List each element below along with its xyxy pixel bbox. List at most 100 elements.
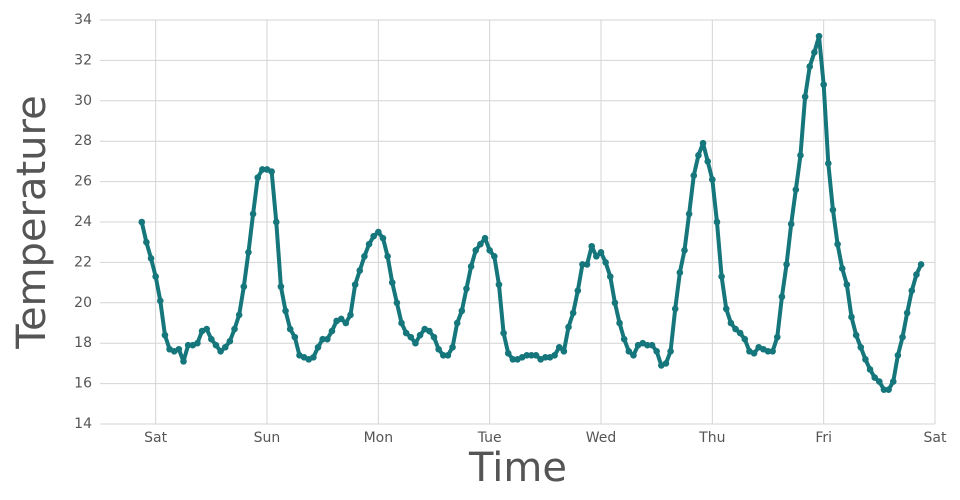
x-axis-title: Time [468, 445, 567, 491]
data-point [351, 281, 359, 288]
data-point [509, 356, 517, 363]
data-point [375, 228, 382, 236]
y-tick-label: 18 [74, 335, 92, 351]
data-point [453, 319, 461, 327]
x-tick-label: Thu [698, 430, 725, 446]
data-point [732, 325, 739, 333]
x-tick-label: Sat [924, 430, 947, 446]
data-point [491, 253, 498, 260]
data-point [667, 347, 674, 355]
data-point [574, 287, 582, 294]
data-point [838, 265, 846, 272]
data-point [676, 269, 684, 276]
data-point [504, 350, 512, 357]
data-point [736, 329, 744, 337]
data-point [741, 335, 749, 343]
data-point [616, 319, 623, 327]
data-point [852, 331, 860, 339]
data-point [690, 172, 698, 179]
data-point [903, 309, 911, 317]
data-point [787, 220, 795, 228]
data-point [750, 350, 758, 357]
data-point [495, 281, 503, 288]
data-line [139, 34, 923, 392]
y-tick-label: 30 [74, 93, 92, 109]
y-tick-label: 16 [74, 376, 92, 392]
data-point [467, 263, 475, 270]
data-point [439, 352, 447, 359]
data-point [194, 339, 201, 347]
data-point [426, 327, 433, 335]
data-point [337, 315, 345, 323]
data-point [175, 345, 183, 353]
data-point [184, 341, 192, 349]
data-point [319, 335, 326, 343]
data-point [611, 299, 619, 307]
data-point [221, 343, 229, 351]
x-tick-label: Tue [477, 430, 502, 446]
data-point [310, 354, 317, 361]
data-point [648, 341, 656, 349]
data-point [370, 232, 377, 240]
data-point [908, 287, 916, 294]
data-point [569, 309, 577, 317]
data-point [500, 329, 507, 337]
data-point [625, 347, 633, 355]
y-tick-label: 32 [74, 52, 92, 68]
data-point [388, 279, 396, 286]
data-point [588, 242, 596, 250]
data-point [913, 271, 920, 278]
data-point [365, 240, 373, 248]
data-point [843, 281, 851, 288]
data-point [671, 305, 679, 313]
x-tick-label: Wed [586, 430, 617, 446]
data-point [565, 323, 572, 331]
data-point [801, 93, 809, 101]
data-point [602, 259, 609, 266]
data-point [328, 327, 336, 335]
data-point [713, 218, 721, 226]
data-point [208, 335, 215, 343]
data-point [384, 253, 391, 260]
data-point [630, 352, 637, 359]
data-point [449, 343, 456, 351]
data-point [277, 283, 285, 290]
data-point [254, 174, 262, 181]
data-point [314, 343, 322, 351]
data-point [435, 345, 442, 353]
data-point [528, 352, 535, 359]
data-point [152, 273, 159, 280]
data-point [644, 341, 651, 349]
y-axis-title: Temperature [9, 95, 55, 349]
data-point [806, 63, 814, 70]
data-point [217, 347, 224, 355]
data-point [143, 238, 150, 246]
data-point [583, 261, 591, 268]
data-point [463, 285, 470, 292]
data-point [857, 343, 865, 351]
data-point [885, 386, 892, 393]
data-point [653, 347, 660, 355]
data-point [862, 356, 869, 363]
data-point [486, 246, 493, 254]
data-point [606, 273, 614, 280]
data-point [458, 307, 466, 315]
data-point [240, 283, 248, 290]
data-point [542, 354, 549, 361]
data-point [834, 240, 841, 248]
data-point [161, 331, 169, 339]
data-point [324, 335, 331, 343]
data-point [917, 261, 925, 268]
y-tick-label: 22 [74, 254, 92, 270]
data-point [880, 386, 888, 393]
data-point [769, 347, 776, 355]
data-point [597, 249, 605, 256]
data-point [347, 311, 354, 319]
data-point [555, 343, 563, 351]
y-tick-label: 24 [74, 214, 92, 230]
data-point [416, 331, 424, 339]
data-point [899, 333, 906, 341]
x-tick-label: Mon [364, 430, 394, 446]
x-tick-label: Sun [254, 430, 281, 446]
data-point [685, 210, 693, 218]
